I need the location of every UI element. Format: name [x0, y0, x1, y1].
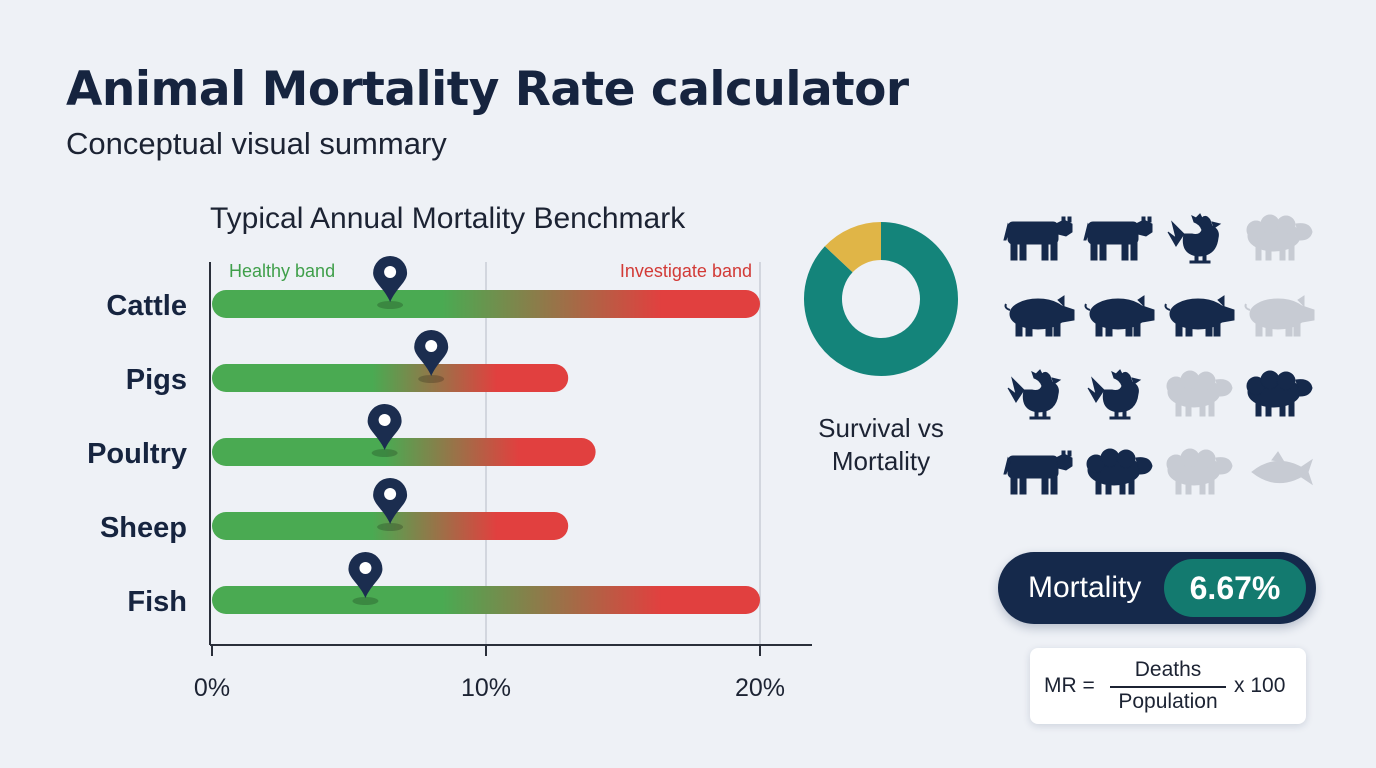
fish-icon — [1240, 440, 1320, 504]
donut-survival-slice — [804, 222, 958, 376]
benchmark-chart-title: Typical Annual Mortality Benchmark — [210, 202, 686, 235]
marker-pin-fish — [348, 552, 383, 605]
formula-denominator: Population — [1118, 690, 1218, 713]
benchmark-chart: Cattle Pigs Poultry Sheep Fish 0% 10% 20% Health… — [87, 256, 812, 702]
marker-pin-poultry — [367, 404, 402, 457]
mortality-label: Mortality — [1028, 571, 1142, 604]
x-tick-label: 10% — [461, 674, 511, 702]
marker-pin-pigs — [414, 330, 449, 383]
chicken-icon — [1000, 362, 1080, 426]
page-subtitle: Conceptual visual summary — [66, 126, 447, 161]
category-label: Poultry — [87, 438, 187, 470]
bar-cattle — [212, 290, 760, 318]
formula-fraction-bar — [1110, 686, 1226, 688]
formula-rhs: x 100 — [1234, 674, 1286, 697]
donut-mortality-slice — [824, 222, 882, 273]
marker-pin-cattle — [373, 256, 408, 309]
sheep-icon — [1240, 206, 1320, 270]
bar-pigs — [212, 364, 569, 392]
pig-icon — [1160, 284, 1240, 348]
bar-fish — [212, 586, 760, 614]
animal-icon-grid — [1000, 206, 1320, 506]
cow-icon — [1000, 206, 1080, 270]
pig-icon — [1240, 284, 1320, 348]
pig-icon — [1000, 284, 1080, 348]
marker-pin-sheep — [373, 478, 408, 531]
investigate-band-label: Investigate band — [620, 261, 752, 281]
survival-donut-chart — [804, 222, 958, 376]
chicken-icon — [1160, 206, 1240, 270]
formula-card: MR = Deaths Population x 100 — [1030, 648, 1306, 724]
category-label: Fish — [127, 586, 187, 618]
bar-poultry — [212, 438, 596, 466]
sheep-icon — [1080, 440, 1160, 504]
sheep-icon — [1240, 362, 1320, 426]
page-title: Animal Mortality Rate calculator — [66, 62, 909, 117]
sheep-icon — [1160, 440, 1240, 504]
category-label: Cattle — [106, 290, 187, 322]
category-label: Sheep — [100, 512, 187, 544]
bar-sheep — [212, 512, 569, 540]
category-label: Pigs — [126, 364, 187, 396]
mortality-result-pill: Mortality 6.67% — [998, 552, 1316, 624]
cow-icon — [1080, 206, 1160, 270]
donut-label: Survival vs Mortality — [818, 413, 944, 476]
sheep-icon — [1160, 362, 1240, 426]
pig-icon — [1080, 284, 1160, 348]
mortality-value: 6.67% — [1189, 570, 1281, 606]
cow-icon — [1000, 440, 1080, 504]
chicken-icon — [1080, 362, 1160, 426]
healthy-band-label: Healthy band — [229, 261, 335, 281]
formula-numerator: Deaths — [1134, 658, 1202, 681]
formula-lhs: MR = — [1044, 674, 1095, 697]
x-tick-label: 0% — [194, 674, 230, 702]
x-tick-label: 20% — [735, 674, 785, 702]
mortality-value-box: 6.67% — [1164, 559, 1306, 617]
